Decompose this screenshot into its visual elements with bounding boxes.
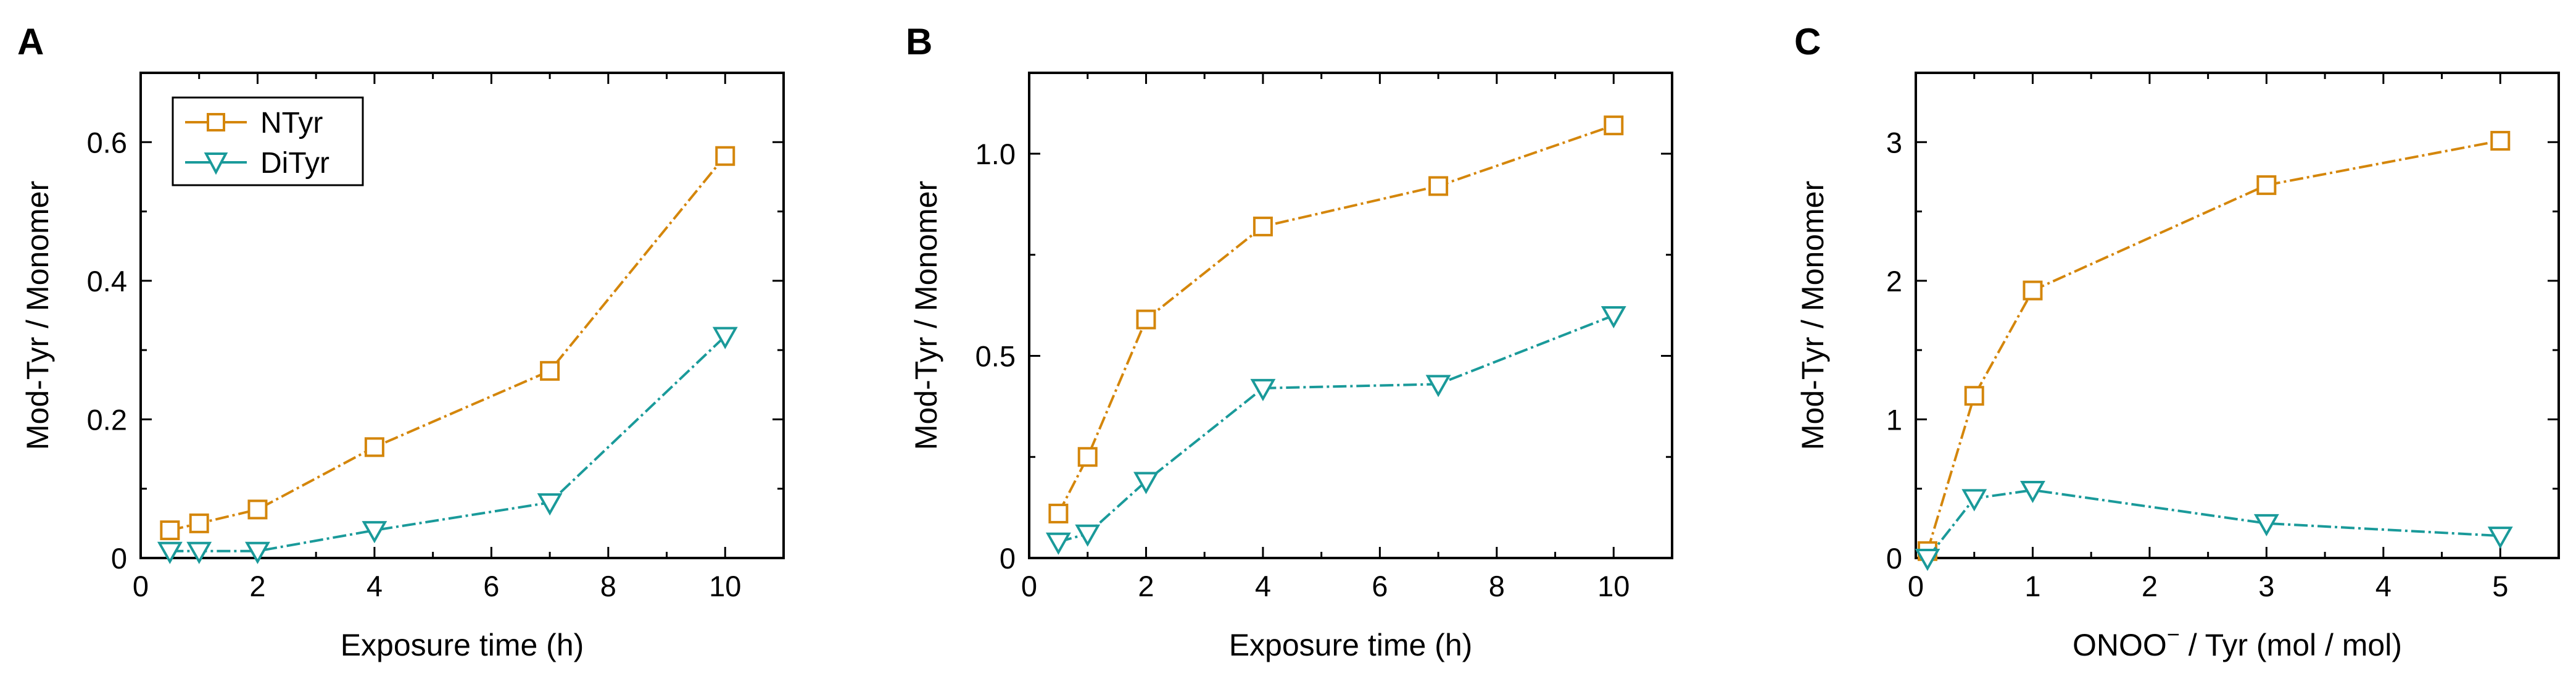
panel-c-ntyr-point-4 [2490,131,2511,151]
panel-c-xlabel-rest: / Tyr (mol / mol) [2180,628,2402,662]
panel-c: C 0 1 2 3 4 5 0 1 2 3 ONOO− / Tyr (mol / mol) Mod… [1794,21,2560,662]
panel-a-axes: 0 2 4 6 8 10 0 0.2 0.4 0.6 [87,73,784,602]
panel-b-x-axis-label: Exposure time (h) [1229,628,1473,662]
panel-b-ytick-label-1: 0.5 [975,340,1016,373]
panel-c-ytick-label-0: 0 [1886,542,1902,575]
panel-c-ntyr-point-3 [2256,175,2277,195]
panel-b-label: B [906,21,932,62]
panel-a-dityr-point-0 [157,541,183,564]
panel-b-ntyr-point-2 [1136,309,1156,330]
panel-b-xtick-label-3: 6 [1372,570,1388,602]
panel-a-xtick-label-4: 8 [600,570,616,602]
panel-a-dityr-point-3 [362,521,387,544]
panel-a-ntyr-line [169,155,726,532]
panel-a-series [157,146,738,564]
panel-c-dityr-point-3 [2253,514,2279,536]
panel-a-xtick-label-1: 2 [249,570,265,602]
panel-b-xtick-label-2: 4 [1255,570,1271,602]
panel-a-ntyr-point-2 [247,499,268,520]
panel-b-ntyr-point-3 [1253,216,1273,236]
legend-box [172,96,364,186]
panel-c-ntyr-line [1926,140,2501,552]
panel-c-ytick-label-1: 1 [1886,403,1902,436]
panel-b-dityr-point-5 [1601,306,1626,329]
panel-a-ntyr-point-1 [189,513,209,533]
panel-c-dityr-point-0 [1915,549,1940,572]
panel-b-ntyr-point-4 [1428,176,1449,196]
panel-a-ntyr-point-4 [540,360,560,381]
panel-a-ntyr-point-3 [364,437,384,457]
panel-c-y-axis-label: Mod-Tyr / Monomer [1795,181,1830,450]
panel-b-y-axis-label: Mod-Tyr / Monomer [909,181,943,450]
panel-b-axes: 0 2 4 6 8 10 0 0.5 1.0 [975,73,1672,602]
panel-b-xtick-label-1: 2 [1138,570,1154,602]
panel-c-ytick-label-2: 2 [1886,265,1902,298]
panel-b-plot-frame [1028,72,1673,559]
legend-ntyr-label: NTyr [260,107,323,140]
panel-b-dityr-line [1058,314,1615,543]
panel-b-xtick-label-0: 0 [1021,570,1037,602]
panel-a-ytick-label-0: 0 [111,542,127,575]
panel-b-dityr-point-1 [1075,524,1101,547]
panel-b-dityr-point-0 [1045,532,1071,555]
panel-a-dityr-point-1 [186,541,212,564]
panel-a-dityr-point-2 [245,541,270,564]
panel-c-ntyr-point-1 [1964,386,1984,406]
panel-b-dityr-point-4 [1425,375,1451,398]
panel-c-label: C [1794,21,1821,62]
panel-a-dityr-point-4 [537,493,563,516]
panel-c-xtick-label-5: 5 [2492,570,2508,602]
panel-b-ytick-label-2: 1.0 [975,138,1016,170]
panel-b-xtick-label-4: 8 [1489,570,1505,602]
panel-a-plot-frame [139,72,785,559]
legend-dityr-label: DiTyr [260,147,329,180]
panel-a-y-axis-label: Mod-Tyr / Monomer [20,181,55,450]
panel-b-ntyr-point-0 [1048,503,1069,523]
panel-c-dityr-point-1 [1961,489,1987,512]
panel-a-label: A [17,21,44,62]
panel-c-x-axis-label: ONOO− / Tyr (mol / mol) [2073,622,2402,662]
panel-a-ntyr-point-5 [715,146,735,166]
panel-c-dityr-line [1926,488,2501,559]
panel-c-xtick-label-1: 1 [2024,570,2040,602]
panel-c-xtick-label-4: 4 [2375,570,2392,602]
panel-b-series [1045,115,1626,555]
panel-a-xtick-label-0: 0 [133,570,149,602]
panel-b: B 0 2 4 6 8 10 0 0.5 1.0 Exposure time (h) Mod-T… [906,21,1673,662]
panel-c-dityr-point-2 [2020,480,2045,504]
panel-c-xtick-label-2: 2 [2142,570,2158,602]
panel-a-ntyr-point-0 [160,520,180,541]
panel-a-x-axis-label: Exposure time (h) [341,628,584,662]
panel-b-ytick-label-0: 0 [1000,542,1016,575]
panel-c-ntyr-point-2 [2023,280,2043,301]
legend: NTyr DiTyr [172,96,364,186]
panel-a-ytick-label-2: 0.4 [87,265,127,298]
panel-b-xtick-label-5: 10 [1597,570,1630,602]
panel-a: A 0 2 4 6 8 10 0 0.2 0.4 0.6 Exposure time (h) Mo… [17,21,785,662]
legend-dityr-triangle-icon [204,152,228,175]
panel-a-xtick-label-2: 4 [367,570,383,602]
panel-c-axes: 0 1 2 3 4 5 0 1 2 3 [1886,73,2559,602]
panel-c-plot-frame [1915,72,2560,559]
panel-a-dityr-point-5 [712,327,738,349]
panel-c-series [1915,131,2513,572]
panel-b-ntyr-point-5 [1604,115,1624,136]
panel-a-xtick-label-3: 6 [483,570,499,602]
panel-c-xtick-label-0: 0 [1908,570,1924,602]
panel-c-xlabel-sup: − [2167,622,2180,647]
panel-c-xlabel-main: ONOO [2073,628,2167,662]
panel-a-ytick-label-1: 0.2 [87,403,127,436]
panel-a-ytick-label-3: 0.6 [87,126,127,159]
legend-ntyr-square-icon [207,113,225,131]
panel-a-xtick-label-5: 10 [709,570,741,602]
panel-c-xtick-label-3: 3 [2258,570,2274,602]
panel-c-dityr-point-4 [2487,527,2513,549]
panel-b-dityr-point-3 [1250,378,1276,401]
panel-c-ytick-label-3: 3 [1886,126,1902,159]
panel-b-dityr-point-2 [1133,472,1159,494]
panel-b-ntyr-point-1 [1077,447,1098,467]
